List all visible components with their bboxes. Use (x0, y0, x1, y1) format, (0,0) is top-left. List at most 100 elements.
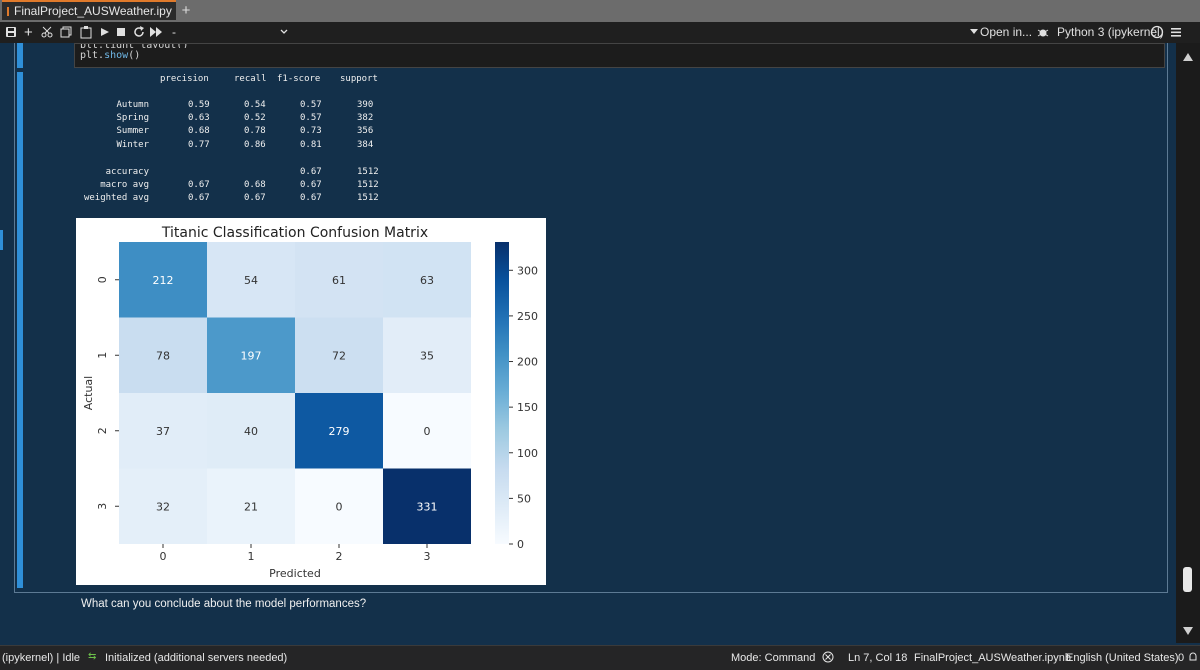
cut-icon[interactable] (41, 26, 53, 43)
report-row-label: Autumn (116, 100, 149, 110)
lsp-icon: ⇆ (88, 651, 97, 662)
colorbar-tick-label: 0 (517, 538, 524, 551)
active-cell[interactable] (14, 43, 1168, 593)
y-tick-label: 1 (96, 352, 109, 359)
kernel-state[interactable]: (ipykernel) | Idle (2, 652, 81, 664)
heatmap-cell-label: 212 (153, 274, 174, 287)
colorbar-tick-label: 100 (517, 447, 538, 460)
x-tick-label: 1 (248, 550, 255, 563)
report-cell-recall: 0.54 (244, 100, 266, 110)
cell-type-select[interactable]: - (172, 25, 176, 39)
report-cell-f1: 0.67 (300, 180, 322, 191)
heatmap-cell-label: 0 (424, 425, 431, 438)
save-icon[interactable] (5, 26, 17, 43)
heatmap-cell (383, 393, 471, 469)
report-cell-support: 390 (357, 100, 374, 110)
heatmap-cell (295, 317, 383, 393)
vertical-scrollbar[interactable] (1176, 43, 1200, 643)
scroll-up-icon[interactable] (1183, 53, 1193, 61)
cell-input-collapser[interactable] (17, 43, 23, 68)
fast-forward-icon[interactable] (150, 27, 162, 44)
heatmap-cell-label: 40 (244, 425, 258, 438)
heatmap-cell (207, 317, 295, 393)
heatmap-cell-label: 35 (420, 349, 434, 362)
language-indicator[interactable]: English (United States) (1066, 652, 1179, 664)
heatmap-cell (295, 468, 383, 544)
cell-output-collapser[interactable] (17, 72, 23, 588)
report-cell-f1: 0.57 (300, 100, 322, 110)
y-tick-label: 2 (96, 427, 109, 434)
heatmap-cell-label: 32 (156, 500, 170, 513)
copy-icon[interactable] (60, 26, 72, 43)
report-cell-support: 1512 (357, 167, 379, 177)
report-row-label: Winter (116, 139, 149, 150)
report-cell-precision: 0.68 (188, 126, 210, 137)
report-cell-support: 1512 (357, 193, 379, 204)
bug-icon[interactable] (1037, 26, 1049, 43)
heatmap-cell (119, 242, 207, 318)
code-editor[interactable] (74, 43, 1165, 68)
paste-icon[interactable] (80, 26, 92, 43)
mode-indicator[interactable]: Mode: Command (731, 652, 816, 664)
report-cell-f1: 0.57 (300, 113, 322, 124)
code-token: show (104, 50, 129, 61)
report-row-label: accuracy (105, 167, 149, 177)
run-icon[interactable] (100, 27, 110, 44)
add-cell-icon[interactable]: + (24, 24, 33, 41)
report-cell-f1: 0.67 (300, 167, 322, 177)
confusion-matrix-figure: Titanic Classification Confusion Matrix 2… (76, 218, 546, 585)
chart-title: Titanic Classification Confusion Matrix (161, 225, 428, 241)
heatmap-cell-label: 331 (417, 500, 438, 513)
confusion-matrix-svg: Titanic Classification Confusion Matrix 2… (82, 225, 538, 580)
code-token: () (128, 50, 141, 61)
code-token: plt. (80, 50, 105, 61)
heatmap-cell (119, 393, 207, 469)
chevron-down-icon[interactable] (280, 29, 288, 46)
notification-count[interactable]: 0 (1178, 652, 1185, 664)
x-tick-label: 3 (424, 550, 431, 563)
heatmap-cell-label: 72 (332, 349, 346, 362)
status-filename: FinalProject_AUSWeather.ipynb (914, 652, 1071, 664)
menu-icon[interactable] (1170, 26, 1182, 43)
heatmap-cell-label: 54 (244, 274, 258, 287)
y-tick-label: 3 (96, 503, 109, 510)
heatmap-cell-label: 279 (329, 425, 350, 438)
x-tick-label: 2 (336, 550, 343, 563)
restart-icon[interactable] (133, 26, 145, 43)
bell-icon[interactable] (1188, 651, 1198, 663)
x-tick-label: 0 (160, 550, 167, 563)
stop-icon[interactable] (117, 28, 125, 45)
new-tab-button[interactable]: + (181, 2, 191, 19)
notebook-tab[interactable]: FinalProject_AUSWeather.ipy (2, 0, 176, 20)
colorbar-tick-label: 150 (517, 401, 538, 414)
open-in-button[interactable]: Open in... (980, 25, 1033, 39)
tab-bar (0, 0, 1200, 22)
scroll-down-icon[interactable] (1183, 627, 1193, 635)
report-cell-f1: 0.67 (300, 193, 322, 204)
report-row-label: Spring (116, 113, 149, 124)
colorbar-tick-label: 50 (517, 492, 531, 505)
report-header-support: support (340, 74, 378, 84)
notebook-toolbar: + - Open in... Python 3 (ipykernel) (0, 22, 1200, 43)
heatmap-cell-label: 63 (420, 274, 434, 287)
heatmap-cell (119, 468, 207, 544)
report-cell-precision: 0.63 (188, 113, 210, 124)
scroll-thumb[interactable] (1183, 567, 1192, 592)
report-cell-precision: 0.77 (188, 139, 210, 150)
y-axis-label: Actual (82, 376, 95, 410)
x-axis-label: Predicted (269, 567, 321, 580)
report-cell-support: 384 (357, 139, 374, 150)
y-tick-label: 0 (96, 276, 109, 283)
cursor-position[interactable]: Ln 7, Col 18 (848, 652, 908, 664)
tab-title: FinalProject_AUSWeather.ipy (14, 4, 172, 18)
heatmap-cell-label: 21 (244, 500, 258, 513)
report-cell-f1: 0.73 (300, 126, 322, 137)
lsp-status[interactable]: Initialized (additional servers needed) (105, 652, 288, 664)
kernel-name[interactable]: Python 3 (ipykernel) (1057, 25, 1164, 39)
report-row-label: weighted avg (83, 193, 149, 204)
open-in-chevron-icon (970, 29, 978, 34)
report-cell-precision: 0.67 (188, 193, 210, 204)
status-bar: (ipykernel) | Idle ⇆ Initialized (additi… (0, 645, 1200, 670)
shield-icon[interactable] (822, 651, 834, 663)
report-cell-recall: 0.67 (244, 193, 266, 204)
